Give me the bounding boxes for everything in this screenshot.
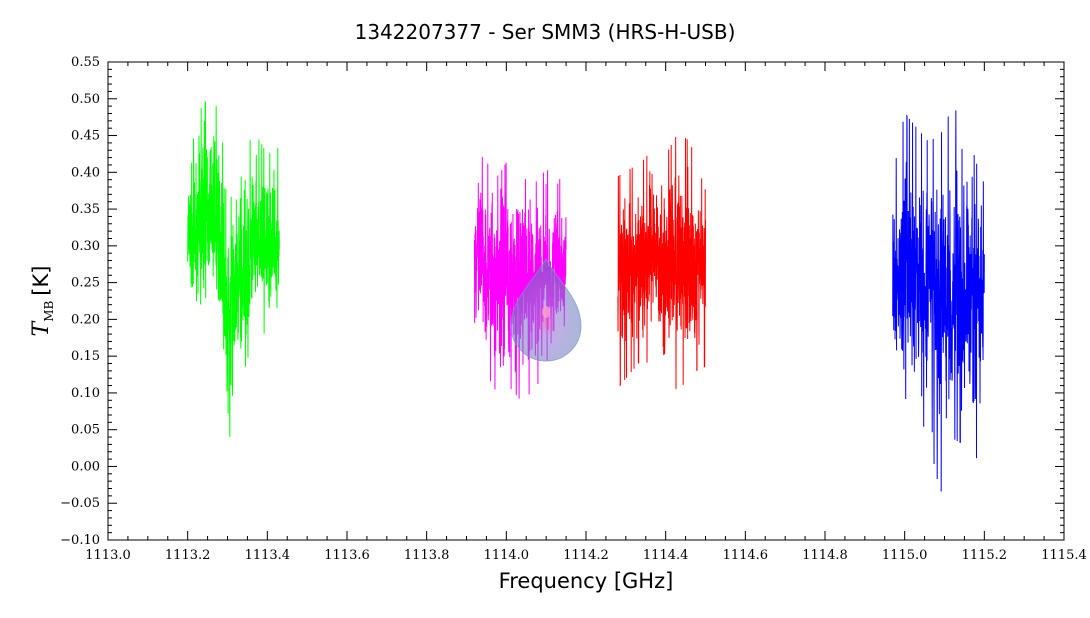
droplet-highlight — [542, 306, 550, 318]
y-axis: −0.10 −0.05 0.00 0.05 0.10 0.15 0.20 0.25 0.30 0.… — [60, 55, 1064, 548]
chart-title: 1342207377 - Ser SMM3 (HRS-H-USB) — [355, 20, 736, 44]
y-tick-label: −0.05 — [60, 496, 100, 511]
x-tick-label: 1114.4 — [643, 548, 689, 563]
series-line-4 — [892, 110, 985, 492]
svg-text:TMB[K]: TMB [K] — [29, 266, 56, 337]
y-tick-label: 0.20 — [71, 312, 100, 327]
y-tick-label: 0.10 — [71, 386, 100, 401]
y-axis-title-unit: [K] — [29, 266, 53, 296]
x-tick-label: 1113.6 — [324, 548, 370, 563]
x-axis-title: Frequency [GHz] — [499, 569, 674, 593]
y-tick-label: −0.10 — [60, 533, 100, 548]
y-tick-label: 0.50 — [71, 92, 100, 107]
x-tick-label: 1113.0 — [85, 548, 131, 563]
y-tick-label: 0.05 — [71, 423, 100, 438]
y-tick-label: 0.40 — [71, 165, 100, 180]
series-layer — [187, 101, 985, 492]
y-tick-label: 0.25 — [71, 276, 100, 291]
x-tick-label: 1115.2 — [962, 548, 1008, 563]
series-line-1 — [187, 101, 280, 437]
y-tick-label: 0.55 — [71, 55, 100, 70]
y-tick-label: 0.00 — [71, 459, 100, 474]
droplet-overlay — [510, 258, 582, 362]
x-tick-label: 1113.2 — [165, 548, 211, 563]
y-axis-title-subscript: MB — [42, 301, 56, 322]
x-axis: 1113.0 1113.2 1113.4 1113.6 1113.8 1114.0 1114… — [85, 62, 1087, 563]
series-line-3 — [617, 136, 706, 390]
x-tick-label: 1113.4 — [245, 548, 291, 563]
y-axis-title: TMB [K] — [29, 266, 56, 337]
y-tick-label: 0.35 — [71, 202, 100, 217]
x-tick-label: 1113.8 — [404, 548, 450, 563]
y-tick-label: 0.45 — [71, 129, 100, 144]
x-tick-label: 1114.2 — [563, 548, 609, 563]
y-tick-label: 0.30 — [71, 239, 100, 254]
x-tick-label: 1114.6 — [723, 548, 769, 563]
x-tick-label: 1114.0 — [484, 548, 530, 563]
y-tick-label: 0.15 — [71, 349, 100, 364]
x-tick-label: 1115.4 — [1041, 548, 1087, 563]
x-tick-label: 1114.8 — [802, 548, 848, 563]
y-axis-title-symbol: T — [29, 319, 54, 336]
x-tick-label: 1115.0 — [882, 548, 928, 563]
